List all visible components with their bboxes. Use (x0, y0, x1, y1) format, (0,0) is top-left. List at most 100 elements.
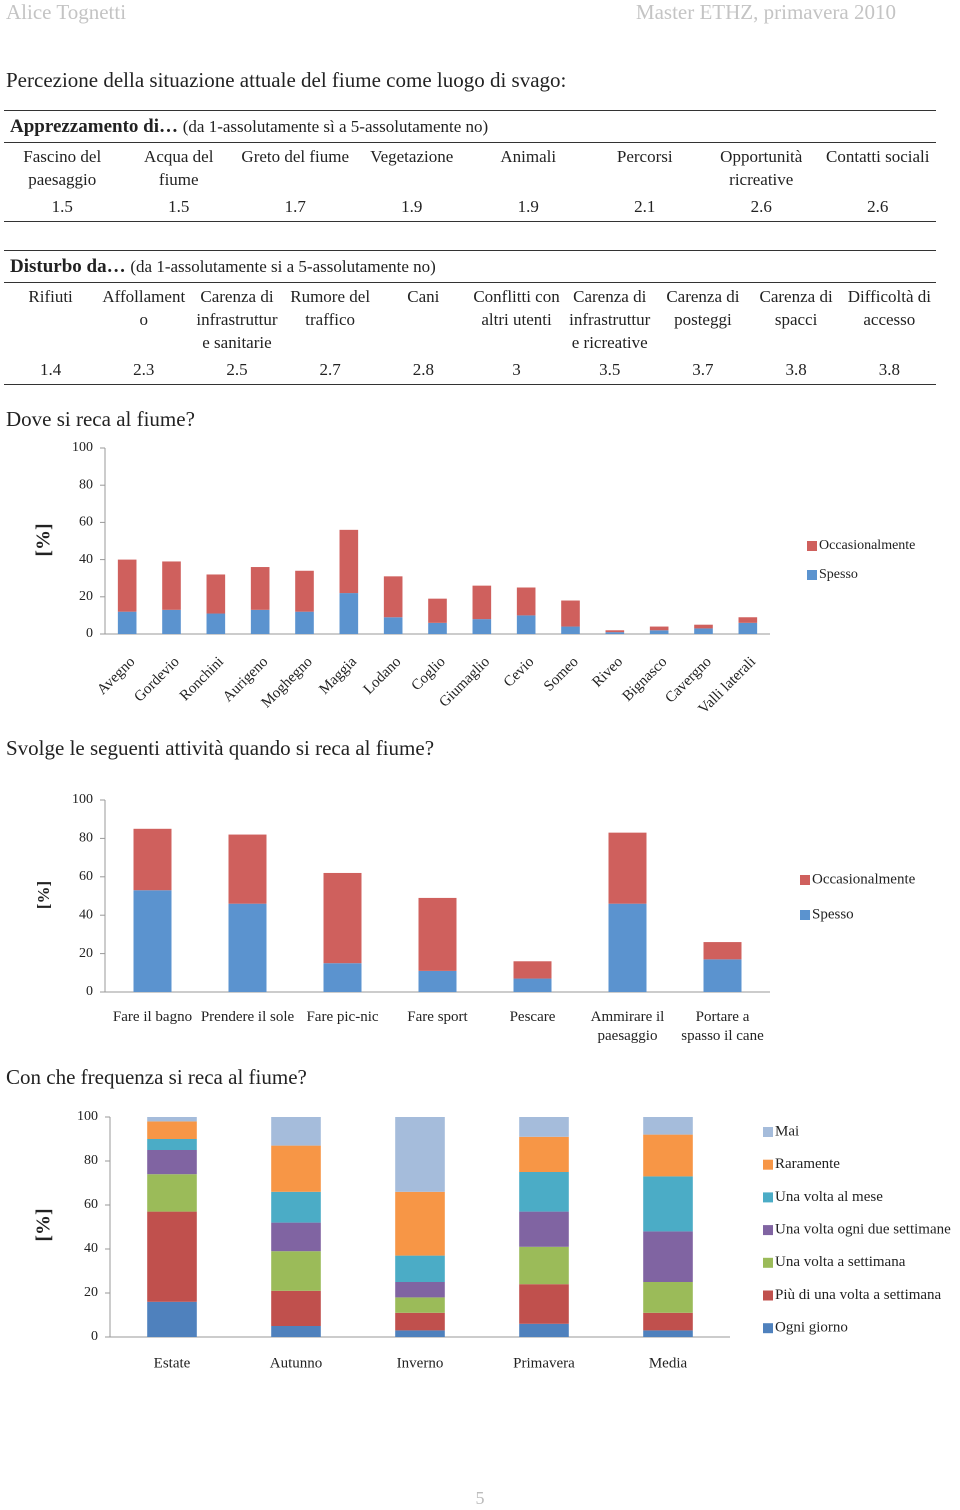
y-axis-label: [%] (33, 1208, 55, 1241)
x-tick-label: Bignasco (620, 654, 671, 705)
y-tick-label: 20 (79, 946, 93, 961)
y-tick-label: 40 (79, 552, 93, 567)
y-tick-label: 40 (84, 1241, 98, 1256)
bar-segment (228, 834, 267, 904)
bar-segment (271, 1191, 321, 1223)
x-tick-label: Someo (541, 654, 582, 695)
bar-segment (395, 1255, 445, 1282)
table-value: 2.6 (819, 193, 936, 222)
bar-segment (472, 619, 492, 634)
table-title: Disturbo da… (10, 256, 126, 277)
bar-segment (323, 963, 362, 992)
legend-swatch (800, 910, 810, 920)
bar-segment (250, 609, 270, 634)
table-title-row: Apprezzamento di… (da 1-assolutamente sì… (4, 110, 936, 143)
y-tick-label: 0 (86, 984, 93, 999)
bar-segment (147, 1174, 197, 1212)
legend-label: Occasionalmente (819, 538, 915, 553)
table-value: 1.5 (4, 193, 121, 222)
bar-segment (519, 1246, 569, 1285)
header-left: Alice Tognetti (6, 0, 127, 24)
section-title: Percezione della situazione attuale del … (6, 68, 567, 92)
bar-segment (428, 622, 447, 634)
bar-segment (513, 978, 552, 992)
column-header: Rifiuti (28, 287, 73, 306)
bar-segment (271, 1117, 321, 1146)
bar-segment (428, 598, 447, 623)
column-header: Carenza di infrastrutture sanitarie (196, 287, 278, 352)
y-tick-label: 100 (72, 440, 93, 455)
bar-segment (117, 559, 137, 612)
bar-segment (395, 1312, 445, 1331)
bar-segment (323, 872, 362, 964)
legend-swatch (763, 1290, 773, 1301)
column-header: Fascino del paesaggio (23, 147, 102, 189)
table: Disturbo da… (da 1-assolutamente si a 5-… (4, 250, 936, 385)
bar-segment (339, 593, 359, 634)
column-header: Vegetazione (370, 147, 454, 166)
bar-segment (418, 897, 457, 971)
legend-swatch (807, 541, 817, 551)
x-tick-label-box: Fare il bagno (113, 1009, 192, 1025)
bar-segment (147, 1211, 197, 1302)
bar-segment (383, 576, 403, 618)
table-value: 2.1 (586, 193, 703, 222)
x-tick-label: Fare sport (407, 1009, 468, 1025)
x-tick-label: Riveo (589, 654, 626, 691)
table-subtitle: (da 1-assolutamente sì a 5-assolutamente… (182, 117, 489, 136)
chart-title: Svolge le seguenti attività quando si re… (6, 736, 435, 760)
table-value-row: 1.4 2.3 2.5 2.7 2.8 3 3.5 3.7 3.8 3.8 (4, 356, 936, 385)
bar-segment (206, 574, 226, 614)
legend-label: Spesso (819, 567, 858, 582)
y-axis-label: [%] (34, 881, 53, 909)
bar-segment (250, 567, 270, 610)
bar-segment (133, 890, 172, 992)
bar-segment (519, 1117, 569, 1137)
x-tick-label: Portare a spasso il cane (681, 1009, 764, 1044)
column-header: Greto del fiume (241, 147, 350, 166)
bar-segment (117, 611, 137, 634)
x-tick-label-box: Pescare (510, 1009, 556, 1025)
table-title-row: Disturbo da… (da 1-assolutamente si a 5-… (4, 250, 936, 283)
legend-label: Ogni giorno (775, 1320, 848, 1336)
bar-segment (608, 832, 647, 904)
bar-segment (605, 632, 625, 634)
bar-segment (561, 626, 580, 634)
x-tick-label-box: Prendere il sole (201, 1009, 294, 1025)
bar-segment (643, 1231, 693, 1282)
bar-segment (643, 1282, 693, 1313)
bar-segment (162, 609, 181, 634)
legend-swatch (763, 1257, 773, 1268)
table-value: 2.6 (703, 193, 820, 222)
x-tick-label: Autunno (270, 1355, 323, 1371)
y-tick-label: 0 (86, 626, 93, 641)
legend-swatch (763, 1159, 773, 1170)
x-tick-label: Gordevio (131, 654, 182, 705)
bar-segment (694, 628, 713, 634)
legend-label: Una volta al mese (775, 1189, 883, 1205)
bar-segment (147, 1139, 197, 1150)
column-header: Animali (500, 147, 557, 166)
bar-segment (643, 1134, 693, 1177)
x-tick-label: Lodano (361, 654, 405, 698)
bar-segment (643, 1176, 693, 1232)
y-axis-label: [%] (33, 523, 55, 556)
column-header: Rumore del traffico (290, 287, 371, 329)
chart-title: Dove si reca al fiume? (6, 407, 195, 431)
bar-segment (519, 1284, 569, 1324)
bar-segment (339, 529, 359, 594)
legend-swatch (807, 570, 817, 580)
bar-segment (133, 828, 172, 891)
legend-swatch (763, 1323, 773, 1334)
table-value: 2.7 (283, 356, 377, 385)
bar-segment (271, 1326, 321, 1337)
bar-segment (206, 613, 226, 634)
bar-segment (395, 1117, 445, 1192)
table: Apprezzamento di… (da 1-assolutamente sì… (4, 110, 936, 222)
y-tick-label: 100 (77, 1109, 98, 1124)
bar-segment (162, 561, 181, 610)
table-value: 3.5 (563, 356, 657, 385)
legend-label: Occasionalmente (812, 871, 916, 887)
bar-segment (147, 1150, 197, 1175)
